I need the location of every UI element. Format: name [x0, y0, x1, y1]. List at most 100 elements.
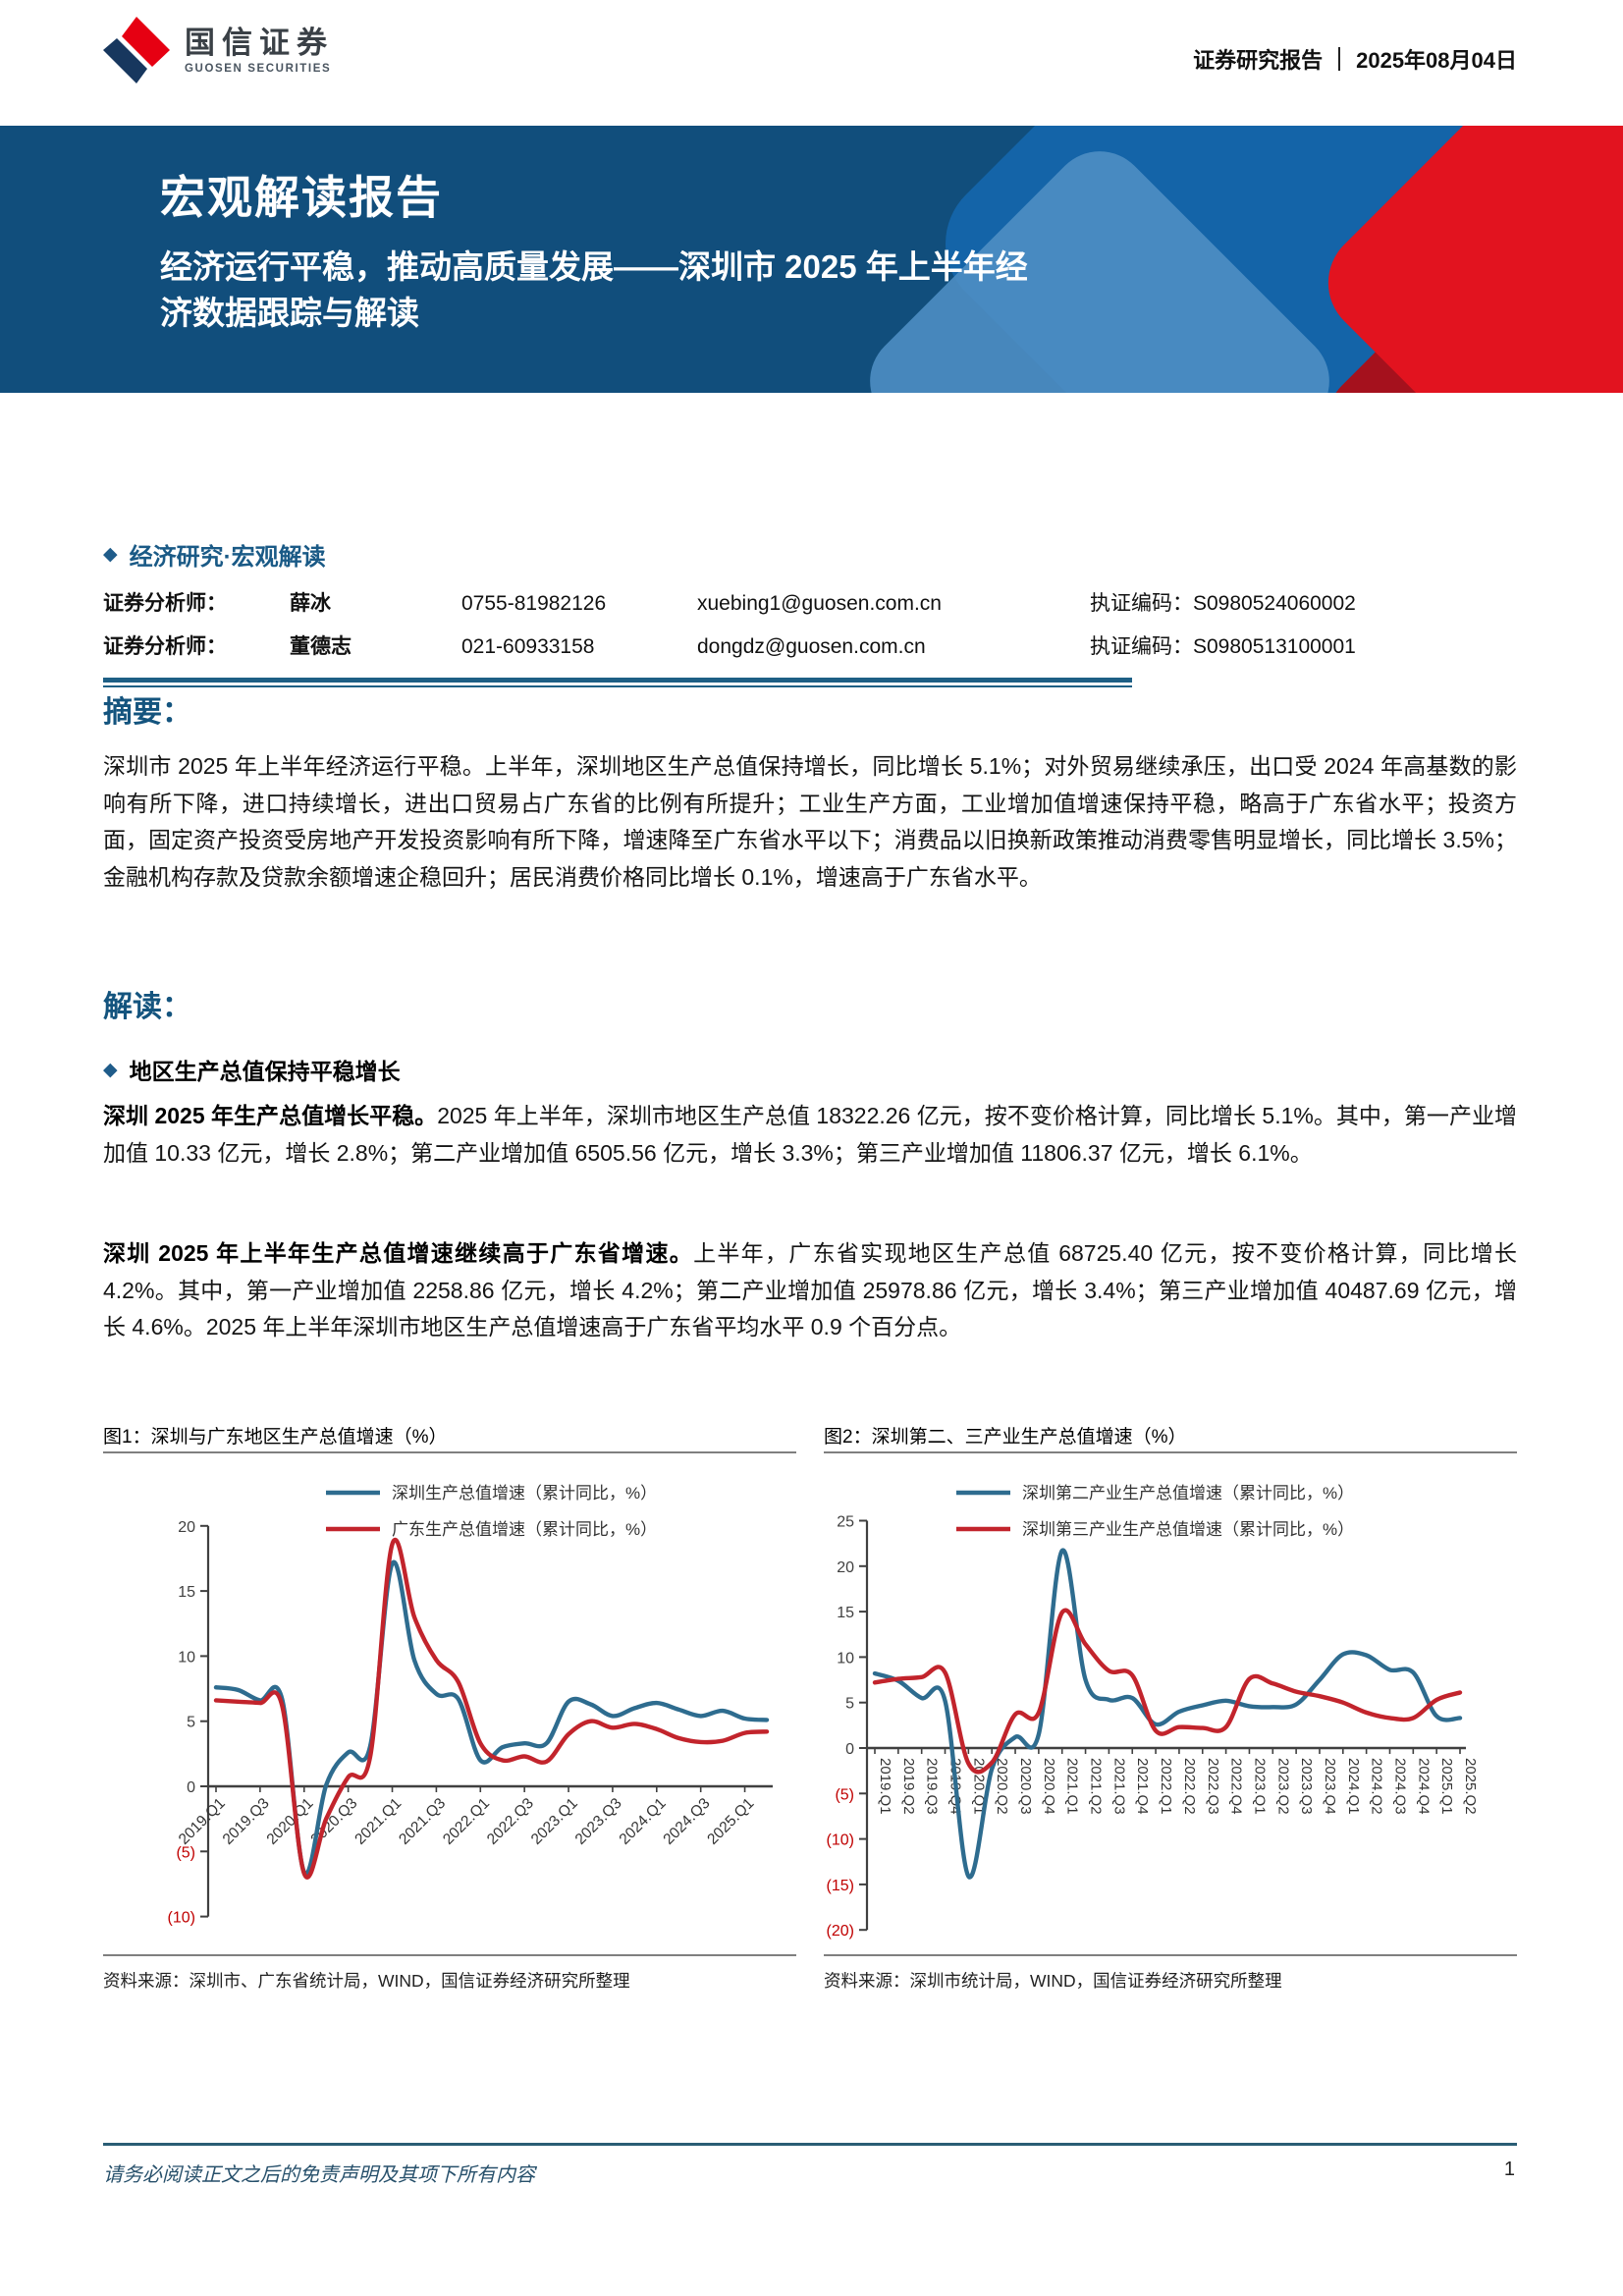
svg-text:深圳生产总值增速（累计同比，%）: 深圳生产总值增速（累计同比，%）	[392, 1484, 657, 1503]
svg-text:2020.Q1: 2020.Q1	[264, 1795, 317, 1848]
svg-text:2019.Q3: 2019.Q3	[220, 1795, 273, 1848]
svg-text:5: 5	[187, 1715, 195, 1731]
guosen-logo-icon	[103, 17, 170, 83]
svg-text:2023.Q4: 2023.Q4	[1322, 1758, 1338, 1815]
analyst-name: 薛冰	[290, 592, 331, 615]
svg-text:2025.Q1: 2025.Q1	[1438, 1758, 1455, 1815]
figure1-source: 资料来源：深圳市、广东省统计局，WIND，国信证券经济研究所整理	[103, 1971, 630, 1991]
svg-text:2019.Q3: 2019.Q3	[924, 1758, 941, 1815]
analyst-role: 证券分析师：	[103, 592, 227, 615]
svg-text:2022.Q3: 2022.Q3	[1205, 1758, 1221, 1815]
double-rule-divider	[103, 678, 1132, 687]
svg-text:2021.Q2: 2021.Q2	[1088, 1758, 1105, 1815]
svg-text:深圳第二产业生产总值增速（累计同比，%）: 深圳第二产业生产总值增速（累计同比，%）	[1022, 1484, 1354, 1503]
figure1-title: 图1：深圳与广东地区生产总值增速（%）	[103, 1427, 448, 1448]
svg-text:(5): (5)	[176, 1844, 195, 1861]
svg-text:2022.Q1: 2022.Q1	[1158, 1758, 1174, 1815]
svg-text:2019.Q2: 2019.Q2	[900, 1758, 917, 1815]
svg-text:2023.Q3: 2023.Q3	[1298, 1758, 1315, 1815]
svg-text:2022.Q1: 2022.Q1	[440, 1795, 493, 1848]
svg-text:2019.Q1: 2019.Q1	[176, 1795, 229, 1848]
svg-text:2021.Q4: 2021.Q4	[1134, 1758, 1151, 1815]
brand-name-en: GUOSEN SECURITIES	[185, 62, 332, 75]
footer-rule	[103, 2143, 1517, 2146]
analyst-table: 证券分析师： 薛冰 0755-81982126 xuebing1@guosen.…	[103, 587, 1517, 674]
figure2-source: 资料来源：深圳市统计局，WIND，国信证券经济研究所整理	[824, 1971, 1282, 1991]
interpretation-paragraph-2: 深圳 2025 年上半年生产总值增速继续高于广东省增速。上半年，广东省实现地区生…	[103, 1240, 1517, 1339]
svg-text:深圳第三产业生产总值增速（累计同比，%）: 深圳第三产业生产总值增速（累计同比，%）	[1022, 1520, 1354, 1539]
svg-text:2019.Q1: 2019.Q1	[877, 1758, 893, 1815]
svg-text:2024.Q2: 2024.Q2	[1369, 1758, 1385, 1815]
svg-text:5: 5	[845, 1696, 854, 1713]
svg-text:20: 20	[178, 1519, 195, 1536]
footer-disclaimer: 请务必阅读正文之后的免责声明及其项下所有内容	[103, 2164, 535, 2186]
analyst-role: 证券分析师：	[103, 635, 227, 658]
svg-text:2021.Q3: 2021.Q3	[1110, 1758, 1127, 1815]
svg-text:(20): (20)	[827, 1923, 854, 1940]
interpretation-heading: 解读：	[103, 991, 191, 1023]
research-section: ◆ 经济研究·宏观解读	[103, 537, 326, 572]
svg-text:(10): (10)	[168, 1910, 195, 1927]
svg-text:0: 0	[187, 1779, 195, 1796]
analyst-row: 证券分析师： 董德志 021-60933158 dongdz@guosen.co…	[103, 630, 1517, 674]
abstract-heading: 摘要：	[103, 696, 191, 729]
analyst-cert: 执证编码：S0980513100001	[1090, 635, 1356, 658]
svg-text:2025.Q1: 2025.Q1	[704, 1795, 757, 1848]
svg-text:2022.Q3: 2022.Q3	[484, 1795, 537, 1848]
report-type-label: 证券研究报告	[1193, 48, 1324, 73]
svg-text:2025.Q2: 2025.Q2	[1462, 1758, 1479, 1815]
interpretation-bullet-heading: ◆ 地区生产总值保持平稳增长	[103, 1059, 401, 1084]
report-date: 2025年08月04日	[1356, 48, 1517, 73]
svg-text:2024.Q1: 2024.Q1	[617, 1795, 670, 1848]
header-meta: 证券研究报告 2025年08月04日	[1193, 43, 1517, 75]
svg-text:20: 20	[837, 1559, 854, 1576]
svg-text:2022.Q2: 2022.Q2	[1181, 1758, 1198, 1815]
svg-text:10: 10	[178, 1649, 195, 1666]
svg-text:2024.Q4: 2024.Q4	[1415, 1758, 1432, 1815]
svg-text:2021.Q1: 2021.Q1	[1064, 1758, 1081, 1815]
interpretation-paragraph-1: 深圳 2025 年生产总值增长平稳。2025 年上半年，深圳市地区生产总值 18…	[103, 1103, 1517, 1166]
svg-text:2024.Q3: 2024.Q3	[660, 1795, 713, 1848]
svg-text:(5): (5)	[835, 1786, 854, 1803]
abstract-paragraph: 深圳市 2025 年上半年经济运行平稳。上半年，深圳地区生产总值保持增长，同比增…	[103, 753, 1517, 890]
svg-text:15: 15	[837, 1605, 854, 1621]
svg-text:2023.Q1: 2023.Q1	[528, 1795, 581, 1848]
figures-row: 图1：深圳与广东地区生产总值增速（%） 20 15 10 5 0 (5) (10) 2019.…	[103, 1422, 1517, 1993]
figure1-chart-area: 20 15 10 5 0 (5) (10) 2019.Q1 2019.Q3 2020.Q1 2020…	[103, 1451, 796, 1956]
figure-1: 图1：深圳与广东地区生产总值增速（%） 20 15 10 5 0 (5) (10) 2019.…	[103, 1422, 796, 1993]
svg-text:25: 25	[837, 1514, 854, 1531]
svg-text:2024.Q1: 2024.Q1	[1345, 1758, 1362, 1815]
guosen-logo: 国信证券 GUOSEN SECURITIES	[102, 16, 334, 84]
header-separator	[1338, 47, 1341, 71]
diamond-bullet-icon: ◆	[103, 544, 118, 565]
svg-text:(15): (15)	[827, 1878, 854, 1894]
svg-text:10: 10	[837, 1650, 854, 1667]
page-number: 1	[1503, 2159, 1515, 2180]
svg-text:2023.Q1: 2023.Q1	[1251, 1758, 1268, 1815]
figure1-line-chart: 20151050(5)(10)2019.Q12019.Q32020.Q12020…	[168, 1484, 773, 1927]
analyst-name: 董德志	[290, 635, 352, 658]
svg-text:2023.Q3: 2023.Q3	[572, 1795, 625, 1848]
svg-text:2024.Q3: 2024.Q3	[1391, 1758, 1408, 1815]
svg-text:15: 15	[178, 1584, 195, 1601]
title-banner: 宏观解读报告 经济运行平稳，推动高质量发展——深圳市 2025 年上半年经 济数…	[0, 126, 1623, 393]
diamond-bullet-icon: ◆	[103, 1059, 118, 1080]
analyst-email[interactable]: xuebing1@guosen.com.cn	[697, 592, 942, 615]
svg-text:2020.Q3: 2020.Q3	[1017, 1758, 1034, 1815]
svg-text:2021.Q3: 2021.Q3	[396, 1795, 449, 1848]
report-category-title: 宏观解读报告	[160, 172, 443, 223]
svg-text:2021.Q1: 2021.Q1	[352, 1795, 405, 1848]
analyst-email[interactable]: dongdz@guosen.com.cn	[697, 635, 926, 658]
analyst-phone: 021-60933158	[461, 635, 595, 658]
analyst-phone: 0755-81982126	[461, 592, 607, 615]
svg-text:0: 0	[845, 1741, 854, 1758]
banner-decoration	[870, 126, 1623, 393]
section-label: 经济研究·宏观解读	[129, 544, 326, 571]
figure-2: 图2：深圳第二、三产业生产总值增速（%） 25 20 15 10 5 0 (5) (10) (1…	[824, 1422, 1517, 1993]
brand-name-cn: 国信证券	[185, 25, 334, 60]
analyst-cert: 执证编码：S0980524060002	[1090, 592, 1356, 615]
svg-text:2020.Q4: 2020.Q4	[1041, 1758, 1057, 1815]
svg-text:(10): (10)	[827, 1832, 854, 1849]
figure2-chart-area: 25 20 15 10 5 0 (5) (10) (15) (20) 2019.Q1 2019.Q2 2…	[824, 1451, 1517, 1956]
